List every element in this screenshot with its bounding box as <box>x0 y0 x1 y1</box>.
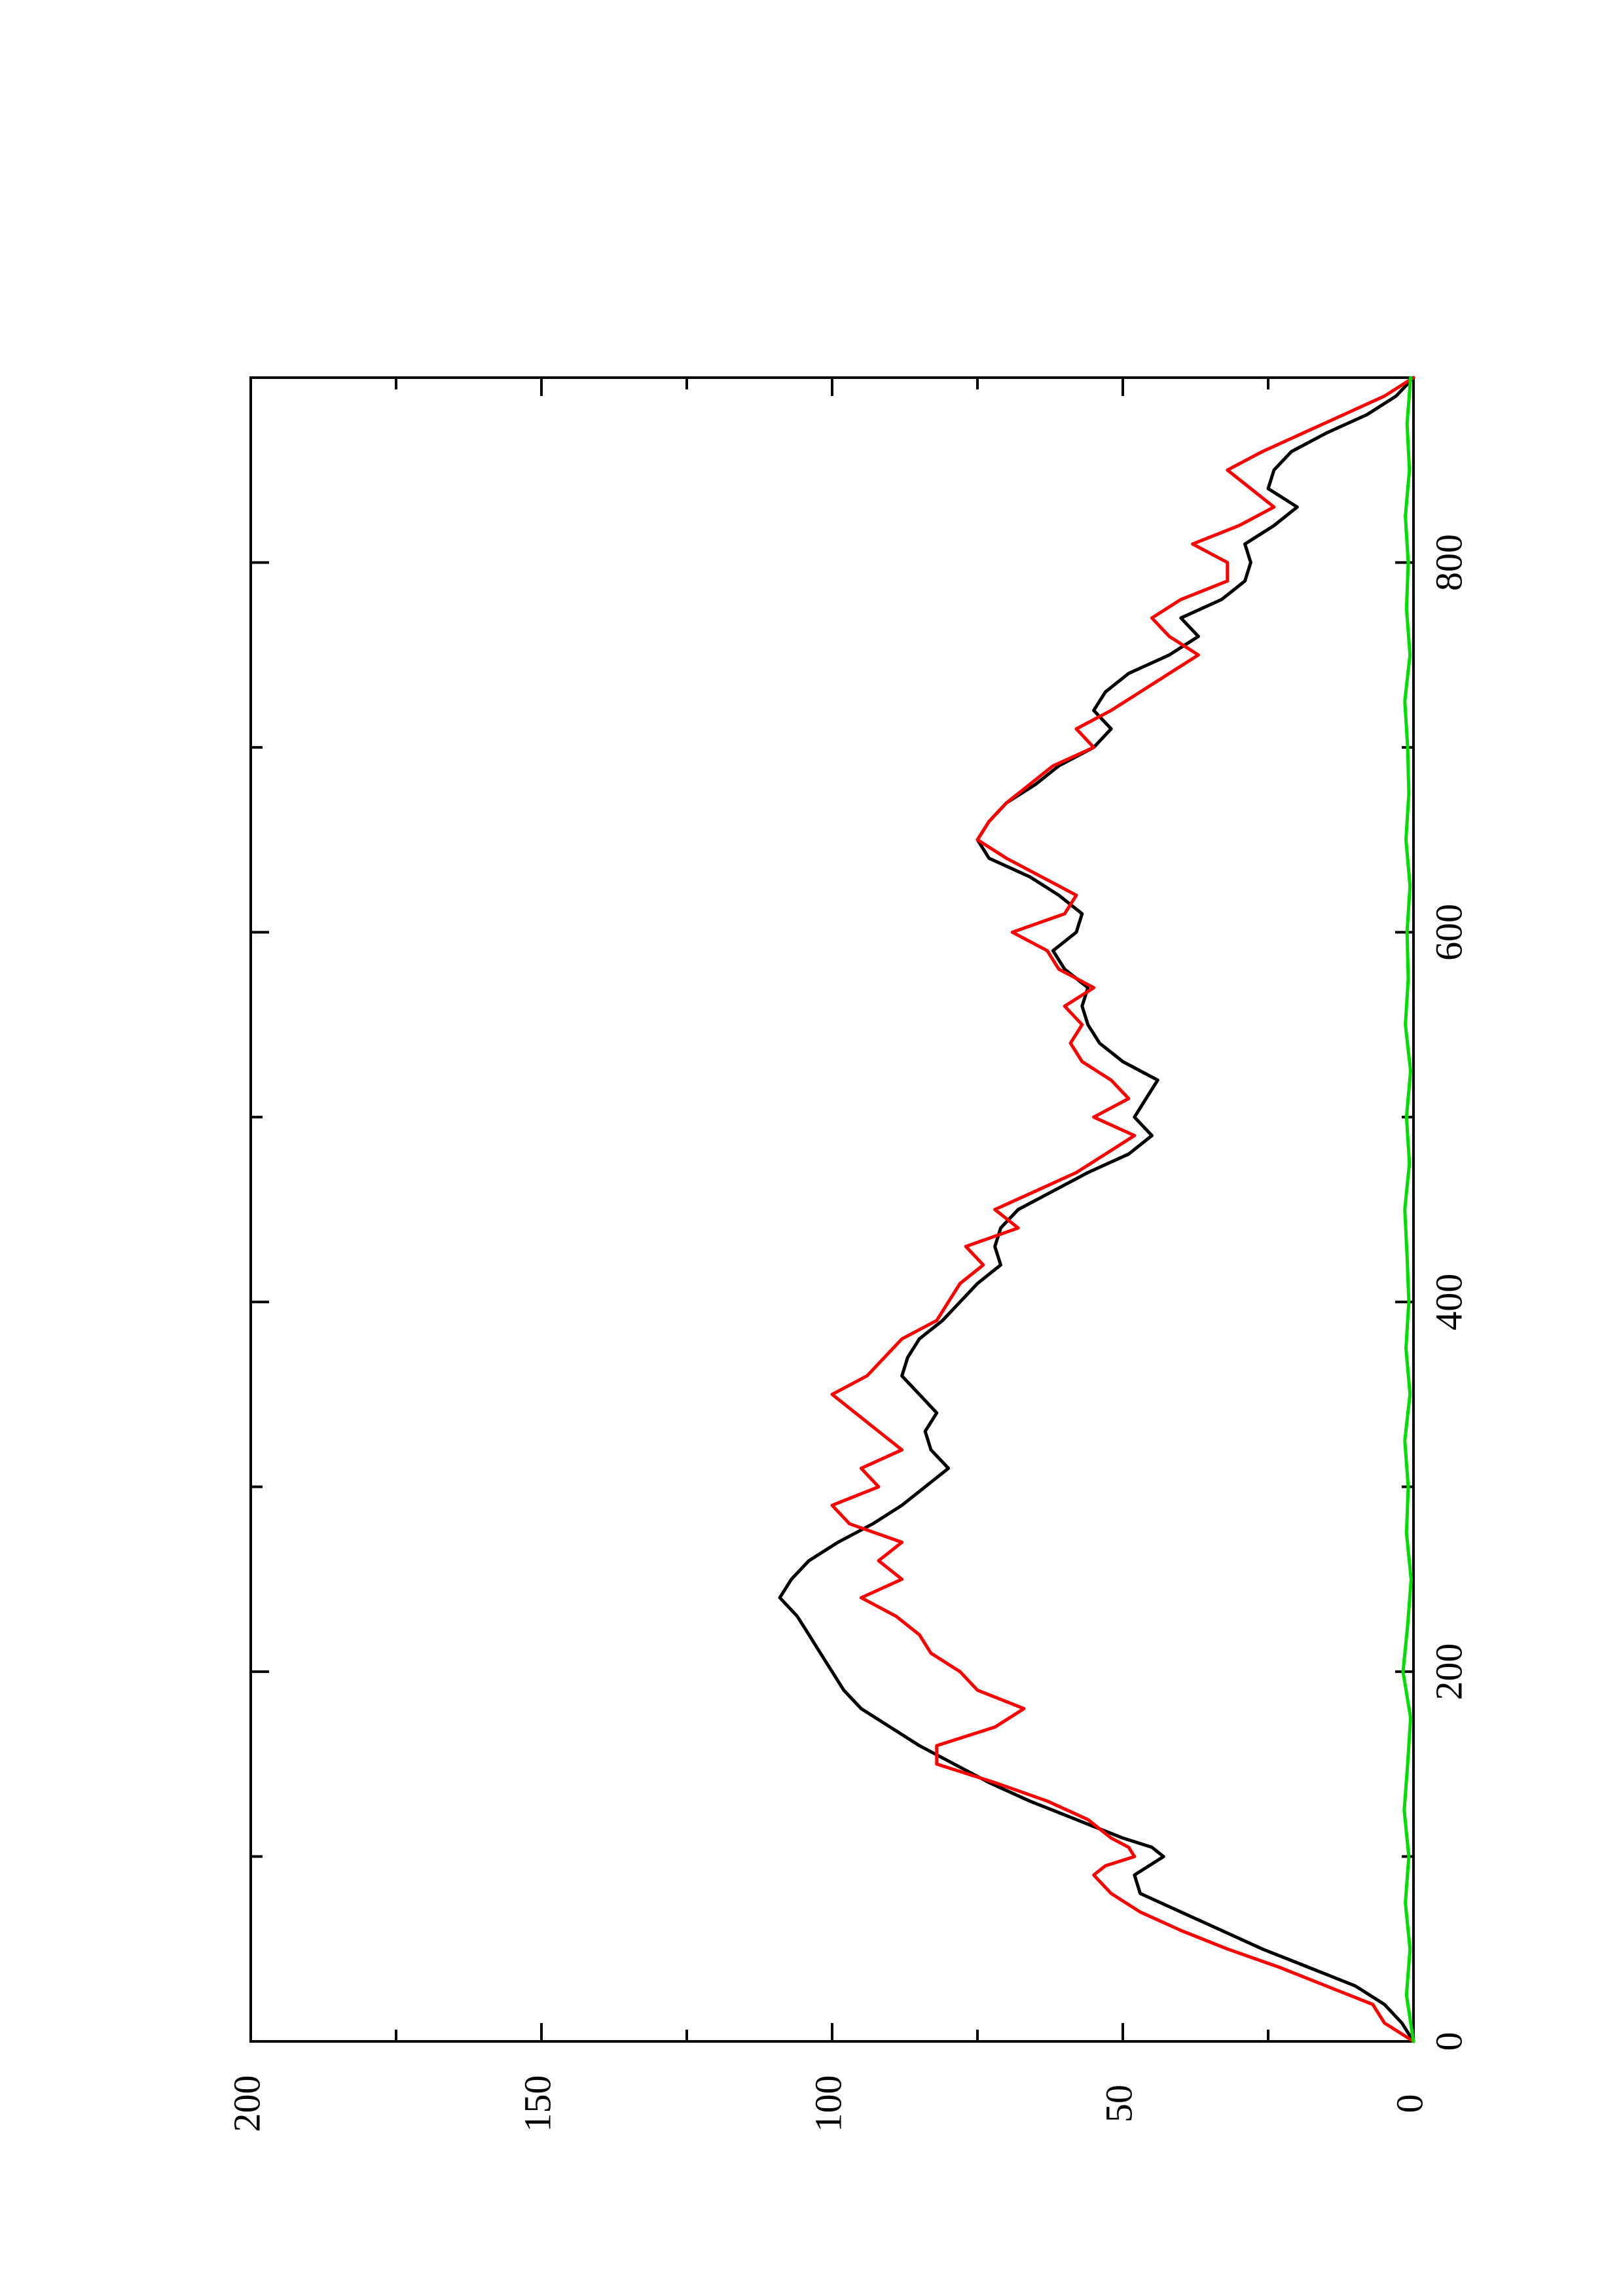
y-tick-label: 0 <box>1388 2094 1431 2113</box>
x-tick-label: 0 <box>1427 2032 1470 2051</box>
x-tick-label: 600 <box>1427 904 1470 961</box>
y-tick-label: 100 <box>807 2075 849 2132</box>
x-tick-label: 400 <box>1427 1274 1470 1331</box>
y-tick-label: 200 <box>225 2075 268 2132</box>
x-tick-label: 200 <box>1427 1643 1470 1700</box>
x-tick-label: 800 <box>1427 534 1470 591</box>
tick-labels: 0 200 400 600 800 0 50 100 150 200 <box>225 534 1470 2132</box>
y-tick-label: 50 <box>1097 2085 1140 2123</box>
ticks <box>249 376 1415 2043</box>
plot-frame <box>249 376 1415 2043</box>
red-series-line <box>830 376 1415 2043</box>
y-tick-label: 150 <box>516 2075 558 2132</box>
series-layer <box>778 376 1415 2043</box>
green-series-line <box>1401 376 1415 2043</box>
black-series-line <box>778 376 1415 2043</box>
